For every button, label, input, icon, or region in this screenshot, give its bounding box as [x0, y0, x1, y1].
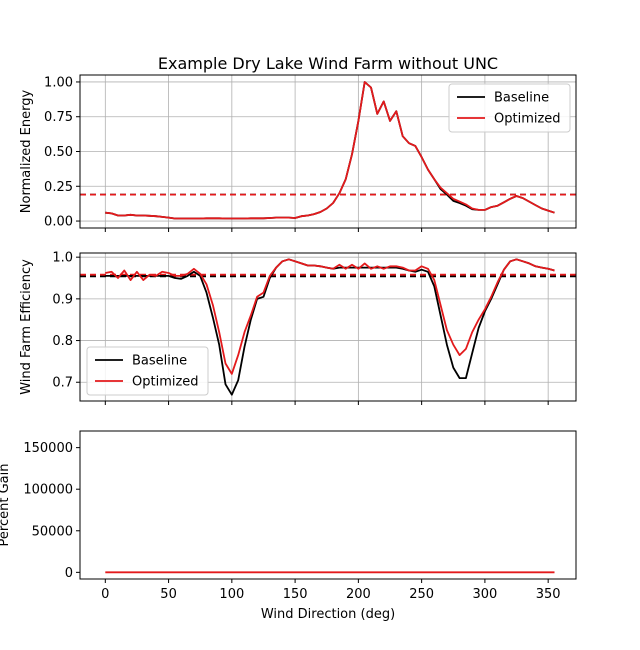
y-tick-label: 0.50: [44, 145, 73, 160]
x-tick-label: 50: [160, 587, 177, 602]
legend-box: [448, 83, 571, 133]
normalized-energy-panel: 0.00 0.25 0.50 0.75 1.00 Normalized Energy Bas…: [19, 74, 577, 232]
legend-label: Baseline: [132, 354, 187, 369]
x-tick-label: 0: [101, 587, 109, 602]
y-tick-label: 1.0: [52, 251, 73, 266]
series-line-optimized: [105, 81, 555, 220]
x-tick-label: 350: [536, 587, 561, 602]
percent-gain-panel: 0 50 100 150 200 250 300 350 0 50000 100000 150000 P…: [0, 430, 577, 622]
wind-farm-efficiency-panel: 0.7 0.8 0.9 1.0 Wind Farm Efficiency Baseline…: [19, 251, 577, 405]
y-tick-label: 0.25: [44, 180, 73, 195]
axes-frame: [79, 430, 577, 580]
figure-title: Example Dry Lake Wind Farm without UNC: [158, 54, 498, 73]
legend-box: [86, 346, 209, 396]
y-tick-label: 0.8: [52, 334, 73, 349]
x-tick-label: 200: [346, 587, 371, 602]
y-tick-label: 100000: [23, 483, 73, 498]
x-tick-label: 250: [409, 587, 434, 602]
legend: Baseline Optimized: [86, 346, 209, 396]
y-tick-label: 0: [65, 566, 73, 581]
series-line-optimized: [105, 258, 555, 375]
y-axis-label: Normalized Energy: [19, 90, 34, 214]
y-axis-label: Percent Gain: [0, 464, 12, 547]
y-tick-label: 150000: [23, 441, 73, 456]
legend-label: Optimized: [494, 112, 561, 127]
legend-label: Baseline: [494, 91, 549, 106]
legend: Baseline Optimized: [448, 83, 571, 133]
y-tick-label: 0.9: [52, 292, 73, 307]
y-tick-label: 0.7: [52, 376, 73, 391]
y-axis-label: Wind Farm Efficiency: [19, 259, 34, 395]
x-tick-label: 100: [219, 587, 244, 602]
y-tick-label: 0.75: [44, 110, 73, 125]
axes-frame: [79, 252, 577, 402]
legend-label: Optimized: [132, 375, 199, 390]
x-tick-label: 300: [472, 587, 497, 602]
y-tick-label: 0.00: [44, 215, 73, 230]
y-tick-label: 1.00: [44, 75, 73, 90]
x-axis-label: Wind Direction (deg): [261, 607, 395, 622]
x-tick-label: 150: [283, 587, 308, 602]
y-tick-label: 50000: [32, 524, 73, 539]
